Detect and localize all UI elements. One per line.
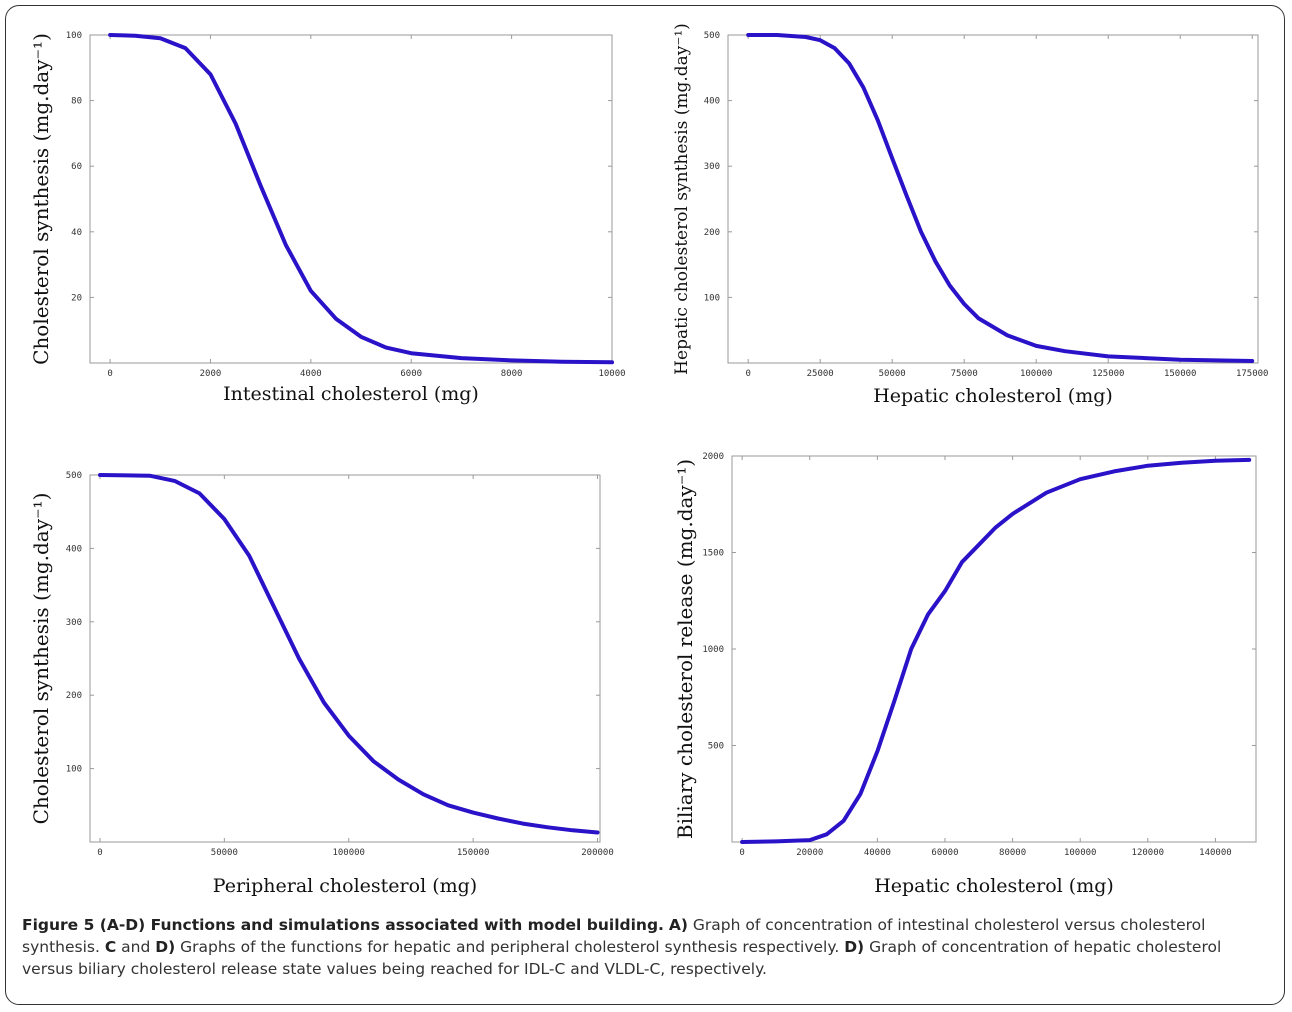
- caption-label-c: C: [104, 938, 117, 956]
- panel-b-x-tick-label: 75000: [951, 369, 978, 379]
- panel-c-y-tick-label: 100: [66, 765, 82, 775]
- panel-a-y-tick-label: 40: [71, 228, 82, 238]
- caption-label-d1: D): [155, 938, 176, 956]
- panel-a-curve: [108, 33, 614, 365]
- panel-c-x-tick-label: 50000: [211, 848, 238, 858]
- panel-c-x-tick-label: 0: [97, 848, 102, 858]
- panel-d-y-tick-label: 1500: [702, 549, 724, 559]
- panel-d-y-tick-label: 500: [708, 742, 724, 752]
- panel-b-y-tick-label: 500: [704, 31, 720, 41]
- caption-text-cd: Graphs of the functions for hepatic and …: [175, 938, 845, 956]
- panel-c-x-tick-label: 100000: [332, 848, 365, 858]
- panel-a-x-tick-label: 4000: [300, 369, 322, 379]
- panel-b-plot-area: [727, 34, 1259, 364]
- panel-c-x-axis-title: Peripheral cholesterol (mg): [213, 875, 477, 897]
- panel-c-y-axis-title: Cholesterol synthesis (mg.day⁻¹): [29, 493, 53, 825]
- panel-b-x-tick-label: 25000: [807, 369, 834, 379]
- panel-d-x-tick-label: 140000: [1199, 848, 1232, 858]
- panel-b-y-tick-label: 300: [704, 162, 720, 172]
- panel-d-x-tick-label: 100000: [1064, 848, 1097, 858]
- panel-b-x-tick-label: 175000: [1236, 369, 1269, 379]
- panel-a-x-tick-label: 0: [107, 369, 112, 379]
- panel-b-y-tick-label: 400: [704, 97, 720, 107]
- caption-title: Figure 5 (A-D) Functions and simulations…: [22, 916, 664, 934]
- panel-a-x-tick-label: 8000: [501, 369, 523, 379]
- panel-b-curve: [746, 33, 1255, 363]
- panel-b-x-tick-label: 50000: [879, 369, 906, 379]
- panel-d-x-tick-label: 120000: [1132, 848, 1165, 858]
- panel-a-x-tick-label: 10000: [598, 369, 625, 379]
- panel-d-x-tick-label: 60000: [931, 848, 958, 858]
- panel-c-plot-area: [89, 474, 601, 843]
- panel-c-y-tick-label: 200: [66, 691, 82, 701]
- panel-d-y-tick-label: 2000: [702, 452, 724, 462]
- panel-a-x-axis-title: Intestinal cholesterol (mg): [223, 383, 479, 405]
- panel-c-x-tick-label: 150000: [457, 848, 490, 858]
- panel-c-y-tick-label: 400: [66, 544, 82, 554]
- panel-b-x-tick-label: 100000: [1020, 369, 1053, 379]
- caption-label-a: A): [668, 916, 688, 934]
- panel-a-x-tick-label: 2000: [200, 369, 222, 379]
- figure-frame: [5, 5, 1285, 1005]
- panel-b-x-tick-label: 0: [745, 369, 750, 379]
- panel-a-y-tick-label: 80: [71, 97, 82, 107]
- panel-d-y-tick-label: 1000: [702, 645, 724, 655]
- panel-b-x-tick-label: 150000: [1164, 369, 1197, 379]
- panel-d-x-tick-label: 80000: [999, 848, 1026, 858]
- panel-c-y-tick-label: 300: [66, 618, 82, 628]
- panel-a-y-tick-label: 100: [66, 31, 82, 41]
- caption-text-a: Graph of concentration of intestinal cho…: [22, 916, 1206, 956]
- panel-a-plot-area: [89, 34, 613, 364]
- panel-d-x-tick-label: 20000: [796, 848, 823, 858]
- caption-text-and: and: [116, 938, 156, 956]
- panel-c-x-tick-label: 200000: [581, 848, 614, 858]
- panel-a-x-tick-label: 6000: [400, 369, 422, 379]
- panel-d-x-tick-label: 0: [739, 848, 744, 858]
- panel-d-plot-area: [731, 455, 1257, 843]
- panel-d-y-axis-title: Biliary cholesterol release (mg.day⁻¹): [673, 459, 697, 839]
- panel-d-x-axis-title: Hepatic cholesterol (mg): [874, 875, 1114, 897]
- panel-a-y-axis-title: Cholesterol synthesis (mg.day⁻¹): [29, 33, 53, 365]
- panel-c-curve: [98, 473, 600, 835]
- panel-c-y-tick-label: 500: [66, 471, 82, 481]
- panel-b-x-axis-title: Hepatic cholesterol (mg): [873, 385, 1113, 407]
- panel-a-y-tick-label: 60: [71, 162, 82, 172]
- panel-b-y-tick-label: 100: [704, 293, 720, 303]
- figure-caption: Figure 5 (A-D) Functions and simulations…: [22, 914, 1272, 980]
- panel-b-y-axis-title: Hepatic cholesterol synthesis (mg.day⁻¹): [672, 23, 692, 375]
- panel-d-curve: [740, 457, 1252, 844]
- caption-text-d: Graph of concentration of hepatic choles…: [22, 938, 1222, 978]
- panel-d-x-tick-label: 40000: [864, 848, 891, 858]
- panel-b-y-tick-label: 200: [704, 228, 720, 238]
- panel-a-y-tick-label: 20: [71, 293, 82, 303]
- caption-label-d2: D): [844, 938, 865, 956]
- panel-b-x-tick-label: 125000: [1092, 369, 1125, 379]
